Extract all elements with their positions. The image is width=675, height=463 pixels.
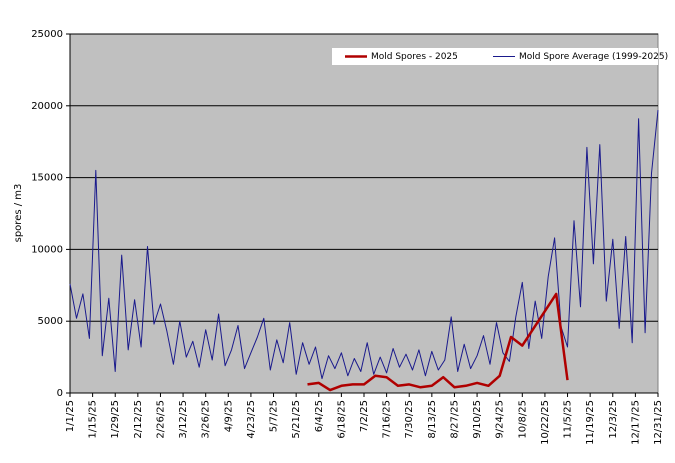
x-tick-label: 12/17/25 bbox=[630, 400, 641, 445]
x-tick-label: 10/8/25 bbox=[517, 400, 528, 439]
x-tick-label: 8/13/25 bbox=[427, 400, 438, 439]
x-tick-label: 5/7/25 bbox=[269, 400, 280, 432]
x-tick-label: 6/18/25 bbox=[336, 400, 347, 439]
x-tick-label: 1/29/25 bbox=[110, 400, 121, 439]
x-tick-label: 5/21/25 bbox=[291, 400, 302, 439]
plot-area bbox=[69, 33, 659, 394]
x-tick-label: 9/24/25 bbox=[495, 400, 506, 439]
x-tick-label: 3/12/25 bbox=[178, 400, 189, 439]
y-tick-label: 10000 bbox=[31, 244, 63, 255]
y-tick-label: 5000 bbox=[38, 316, 63, 327]
y-tick-label: 25000 bbox=[31, 29, 63, 40]
x-tick-label: 6/4/25 bbox=[314, 400, 325, 432]
x-tick-label: 11/19/25 bbox=[585, 400, 596, 445]
x-tick-label: 7/2/25 bbox=[359, 400, 370, 432]
x-tick-label: 7/16/25 bbox=[382, 400, 393, 439]
x-tick-label: 4/23/25 bbox=[246, 400, 257, 439]
x-tick-label: 4/9/25 bbox=[223, 400, 234, 432]
series-line bbox=[307, 292, 569, 392]
x-tick-label: 1/15/25 bbox=[88, 400, 99, 439]
x-tick-label: 12/3/25 bbox=[608, 400, 619, 439]
legend-label: Mold Spore Average (1999-2025) bbox=[519, 52, 668, 62]
y-axis-label: spores / m3 bbox=[13, 184, 24, 243]
legend-label: Mold Spores - 2025 bbox=[371, 52, 458, 62]
x-tick-label: 1/1/25 bbox=[65, 400, 76, 432]
x-tick-label: 3/26/25 bbox=[201, 400, 212, 439]
x-tick-label: 10/22/25 bbox=[540, 400, 551, 445]
y-tick-label: 15000 bbox=[31, 173, 63, 184]
x-tick-label: 2/12/25 bbox=[133, 400, 144, 439]
x-tick-label: 7/30/25 bbox=[404, 400, 415, 439]
legend: Mold Spores - 2025 Mold Spore Average (19… bbox=[332, 48, 668, 65]
x-tick-label: 8/27/25 bbox=[449, 400, 460, 439]
y-tick-label: 0 bbox=[57, 388, 63, 399]
x-tick-label: 2/26/25 bbox=[155, 400, 166, 439]
y-tick-label: 20000 bbox=[31, 101, 63, 112]
x-tick-label: 11/5/25 bbox=[563, 400, 574, 439]
x-tick-label: 9/10/25 bbox=[472, 400, 483, 439]
series-line bbox=[69, 110, 659, 380]
x-tick-label: 12/31/25 bbox=[653, 400, 664, 445]
